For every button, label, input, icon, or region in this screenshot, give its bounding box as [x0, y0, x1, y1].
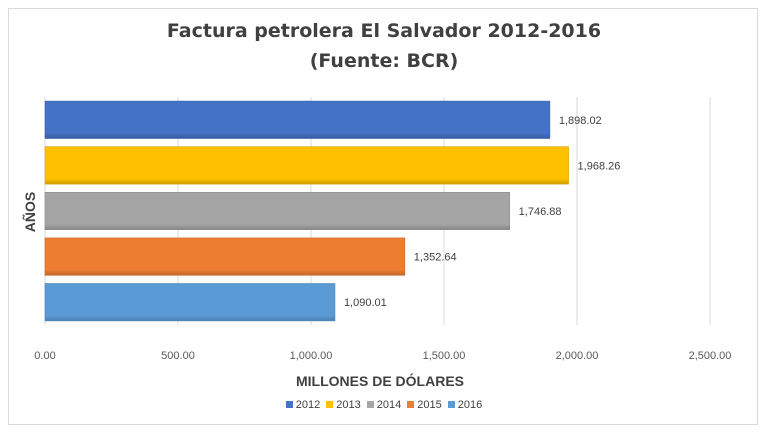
legend-item-2014: 2014 [366, 399, 402, 411]
chart-title: Factura petrolera El Salvador 2012-2016 [166, 20, 602, 42]
legend-item-2015: 2015 [407, 399, 442, 411]
x-tick-label: 1,500.00 [423, 350, 466, 362]
legend-swatch [366, 401, 374, 408]
legend-item-2013: 2013 [326, 399, 361, 411]
bar-2014 [44, 192, 510, 230]
legend-label: 2015 [417, 399, 442, 411]
bar-2016 [44, 283, 336, 322]
data-label-2014: 1,746.88 [519, 206, 562, 218]
legend-swatch [326, 401, 334, 408]
x-tick-label: 2,000.00 [556, 350, 599, 362]
legend-swatch [407, 401, 415, 408]
bar-2013 [44, 146, 569, 185]
legend-label: 2014 [376, 399, 402, 411]
chart-subtitle: (Fuente: BCR) [309, 50, 459, 72]
data-label-2016: 1,090.01 [344, 297, 387, 309]
data-label-2013: 1,968.26 [578, 160, 621, 172]
data-label-2015: 1,352.64 [414, 252, 457, 264]
legend-swatch [447, 401, 455, 408]
x-tick-label: 500.00 [161, 350, 195, 362]
x-axis-label: MILLONES DE DÓLARES [296, 372, 464, 389]
legend-label: 2016 [457, 399, 483, 411]
bar-2015 [44, 237, 406, 276]
x-tick-label: 1,000.00 [290, 350, 333, 362]
legend-item-2016: 2016 [447, 399, 483, 411]
legend-label: 2013 [336, 399, 361, 411]
bar-2012 [44, 100, 551, 139]
x-tick-label: 0.00 [34, 350, 55, 362]
legend: 2012 2013 2014 2015 2016 [0, 399, 768, 411]
data-label-2012: 1,898.02 [559, 115, 602, 127]
legend-swatch [285, 401, 293, 408]
x-tick-label: 2,500.00 [689, 350, 732, 362]
legend-label: 2012 [295, 399, 321, 411]
legend-item-2012: 2012 [285, 399, 321, 411]
y-axis-label: AÑOS [21, 192, 38, 232]
